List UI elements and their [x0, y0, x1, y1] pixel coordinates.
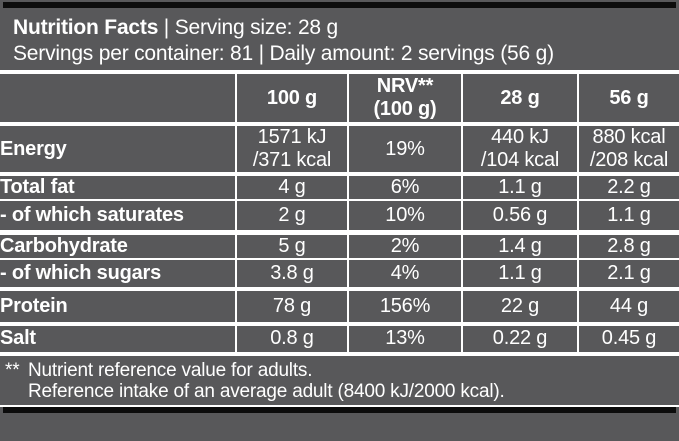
- footnote-1-text: Nutrient reference value for adults.: [28, 359, 313, 381]
- value-28g: 0.56 g: [461, 200, 578, 235]
- value-56g: 44 g: [577, 288, 679, 326]
- value-28g: 22 g: [461, 288, 578, 326]
- value-28g: 0.22 g: [461, 323, 578, 356]
- table-row-saturates: - of which saturates 2 g 10% 0.56 g 1.1 …: [0, 200, 679, 235]
- value-nrv: 10%: [347, 200, 462, 235]
- row-label: - of which sugars: [0, 258, 236, 291]
- value-56g: 1.1 g: [577, 200, 679, 235]
- value-56g: 2.8 g: [577, 232, 679, 260]
- value-100g: 5 g: [235, 232, 348, 260]
- value-28g: 1.1 g: [461, 258, 578, 291]
- footnotes: ** Nutrient reference value for adults. …: [0, 356, 679, 407]
- column-header-56g: 56 g: [577, 74, 679, 126]
- footnote-2: Reference intake of an average adult (84…: [28, 380, 505, 402]
- column-header-blank: [0, 74, 236, 126]
- row-label: - of which saturates: [0, 200, 236, 235]
- value-nrv: 6%: [347, 174, 462, 201]
- value-100g: 4 g: [235, 174, 348, 201]
- column-header-100g: 100 g: [235, 74, 348, 126]
- column-header-nrv: NRV** (100 g): [347, 74, 462, 126]
- header-title-rest: | Serving size: 28 g: [158, 16, 339, 39]
- value-56g: 2.2 g: [577, 174, 679, 201]
- table-row-sugars: - of which sugars 3.8 g 4% 1.1 g 2.1 g: [0, 258, 679, 291]
- header-title-bold: Nutrition Facts: [13, 16, 159, 39]
- footnote-1: ** Nutrient reference value for adults.: [5, 360, 671, 381]
- value-nrv: 2%: [347, 232, 462, 260]
- value-56g: 880 kcal /208 kcal: [577, 124, 679, 176]
- bottom-gray-strip: [0, 413, 679, 417]
- row-label: Energy: [0, 124, 236, 176]
- value-100g: 3.8 g: [235, 258, 348, 291]
- row-label: Protein: [0, 288, 236, 326]
- value-56g: 0.45 g: [577, 323, 679, 356]
- top-black-bar: [3, 2, 676, 8]
- header-servings-line: Servings per container: 81 | Daily amoun…: [13, 42, 554, 65]
- bottom-black-bar: [3, 406, 676, 413]
- value-28g: 1.4 g: [461, 232, 578, 260]
- table-row-total-fat: Total fat 4 g 6% 1.1 g 2.2 g: [0, 174, 679, 201]
- column-header-28g: 28 g: [461, 74, 578, 126]
- value-nrv: 4%: [347, 258, 462, 291]
- value-100g: 2 g: [235, 200, 348, 235]
- row-label: Carbohydrate: [0, 232, 236, 260]
- footnote-marker: **: [5, 359, 20, 381]
- value-nrv: 19%: [347, 124, 462, 176]
- value-100g: 1571 kJ /371 kcal: [235, 124, 348, 176]
- column-header-row: 100 g NRV** (100 g) 28 g 56 g: [0, 74, 679, 126]
- row-label: Salt: [0, 323, 236, 356]
- value-100g: 78 g: [235, 288, 348, 326]
- value-28g: 1.1 g: [461, 174, 578, 201]
- value-100g: 0.8 g: [235, 323, 348, 356]
- value-nrv: 156%: [347, 288, 462, 326]
- header-title-line: Nutrition Facts | Serving size: 28 g: [13, 15, 669, 41]
- row-label: Total fat: [0, 174, 236, 201]
- value-28g: 440 kJ /104 kcal: [461, 124, 578, 176]
- value-nrv: 13%: [347, 323, 462, 356]
- table-row-protein: Protein 78 g 156% 22 g 44 g: [0, 288, 679, 326]
- label-header: Nutrition Facts | Serving size: 28 g Ser…: [0, 8, 679, 74]
- table-row-salt: Salt 0.8 g 13% 0.22 g 0.45 g: [0, 323, 679, 356]
- nutrition-table: 100 g NRV** (100 g) 28 g 56 g Energy 157…: [0, 74, 679, 356]
- table-row-energy: Energy 1571 kJ /371 kcal 19% 440 kJ /104…: [0, 124, 679, 176]
- value-56g: 2.1 g: [577, 258, 679, 291]
- table-row-carbohydrate: Carbohydrate 5 g 2% 1.4 g 2.8 g: [0, 232, 679, 260]
